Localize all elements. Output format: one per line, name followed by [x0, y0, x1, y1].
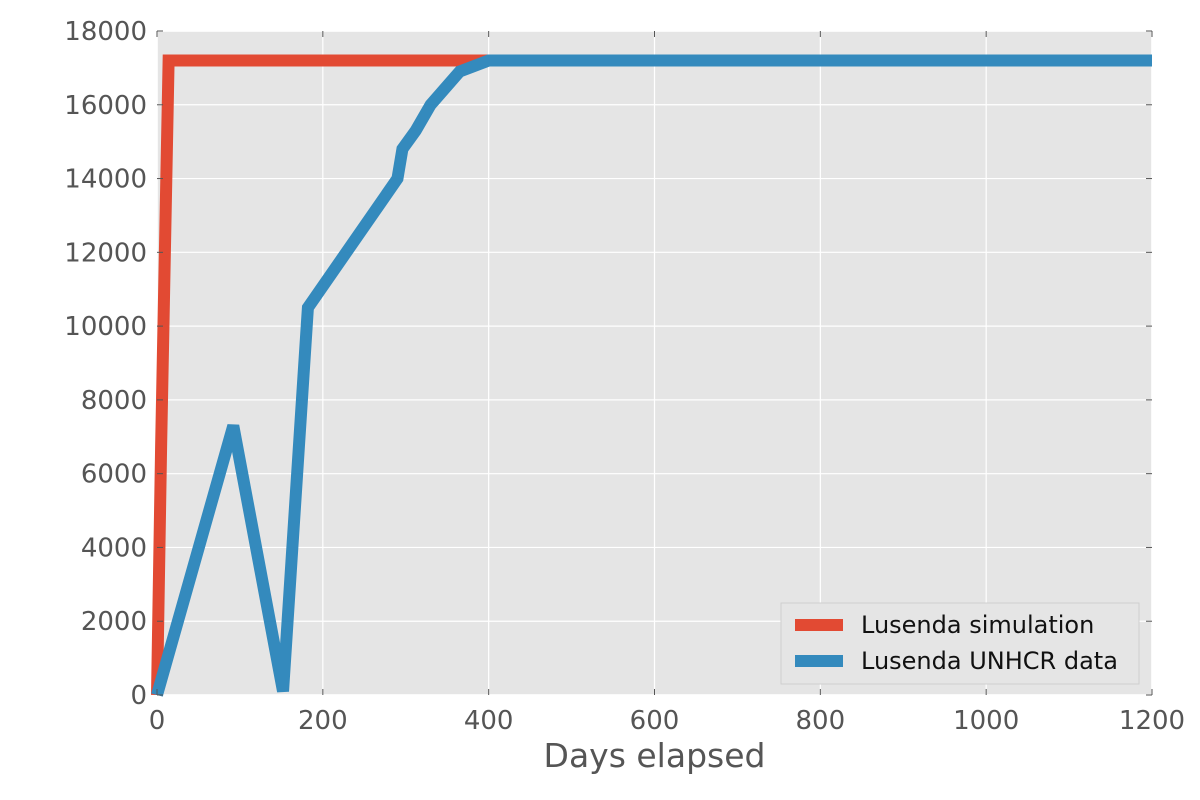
legend-label-1: Lusenda UNHCR data: [861, 647, 1118, 675]
x-tick-label-2: 400: [464, 706, 514, 736]
y-tick-label-4: 8000: [81, 386, 147, 416]
series-line-0: [151, 54, 489, 696]
x-axis-label: Days elapsed: [544, 736, 766, 775]
legend-label-0: Lusenda simulation: [861, 611, 1094, 639]
y-tick-label-7: 14000: [64, 165, 147, 195]
y-tick-label-2: 4000: [81, 533, 147, 563]
data-series: [151, 54, 1152, 697]
x-tick-label-1: 200: [298, 706, 348, 736]
x-tick-label-4: 800: [796, 706, 846, 736]
x-tick-label-0: 0: [149, 706, 166, 736]
y-tick-label-8: 16000: [64, 91, 147, 121]
axis-labels: 0 200 400 600 800 1000 12000200040006000800010…: [64, 17, 1185, 775]
y-tick-label-1: 2000: [81, 607, 147, 637]
legend-box: [780, 602, 1140, 685]
x-tick-label-6: 1200: [1119, 706, 1185, 736]
y-tick-label-5: 10000: [64, 312, 147, 342]
series-line-1: [151, 54, 1152, 697]
y-tick-label-0: 0: [130, 681, 147, 711]
y-tick-label-3: 6000: [81, 460, 147, 490]
y-tick-label-9: 18000: [64, 17, 147, 47]
x-tick-label-5: 1000: [953, 706, 1019, 736]
x-tick-label-3: 600: [630, 706, 680, 736]
y-tick-label-6: 12000: [64, 238, 147, 268]
axis-ticks: [156, 30, 1153, 696]
legend: Lusenda simulation Lusenda UNHCR data: [780, 602, 1140, 685]
